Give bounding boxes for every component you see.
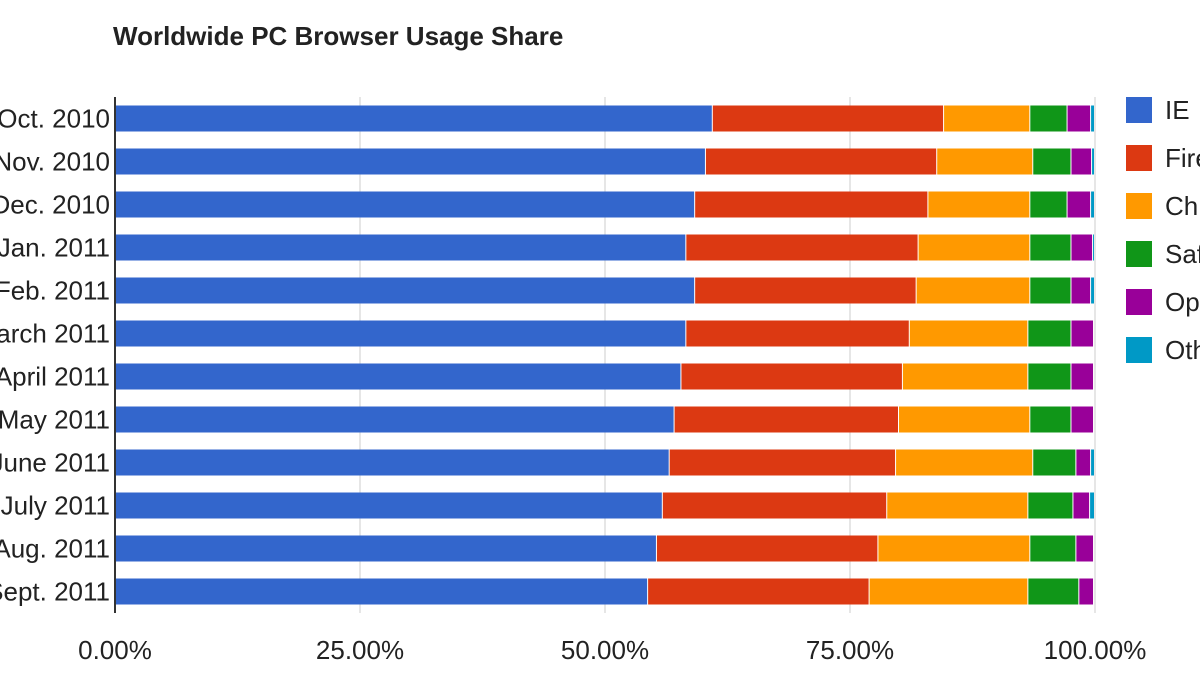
bar-segment — [115, 234, 686, 261]
x-tick-label: 75.00% — [806, 635, 894, 665]
bar-segment — [681, 363, 902, 390]
bar-segment — [1028, 578, 1079, 605]
x-tick-label: 50.00% — [561, 635, 649, 665]
bar-segment — [695, 191, 928, 218]
bar-segment — [115, 492, 662, 519]
bar-segment — [115, 406, 674, 433]
bar-segment — [896, 449, 1033, 476]
y-tick-label: Oct. 2010 — [0, 103, 110, 133]
bar-segment — [669, 449, 896, 476]
bar-segment — [115, 148, 705, 175]
legend-label: Safari — [1165, 239, 1200, 269]
bar-segment — [1028, 320, 1071, 347]
bar-segment — [1092, 148, 1094, 175]
bar-segment — [1071, 234, 1093, 261]
legend-label: Opera — [1165, 287, 1200, 317]
bar-segment — [115, 277, 695, 304]
y-tick-label: March 2011 — [0, 318, 110, 348]
legend-swatch — [1126, 97, 1152, 123]
bar-segment — [878, 535, 1030, 562]
bar-segment — [1076, 535, 1094, 562]
bar-segment — [1071, 148, 1092, 175]
bar-segment — [1076, 449, 1091, 476]
bar-segment — [1030, 277, 1071, 304]
y-tick-label: April 2011 — [0, 361, 110, 391]
bar-segment — [686, 234, 918, 261]
bar-segment — [115, 320, 686, 347]
y-tick-label: May 2011 — [0, 404, 110, 434]
bar-segment — [115, 105, 712, 132]
y-tick-label: July 2011 — [1, 490, 110, 520]
bar-segment — [1093, 234, 1094, 261]
bar-segment — [1071, 406, 1094, 433]
bar-segment — [686, 320, 909, 347]
bar-segment — [1073, 492, 1090, 519]
bar-segment — [1067, 191, 1091, 218]
legend-swatch — [1126, 289, 1152, 315]
bar-segment — [1071, 320, 1094, 347]
bar-segment — [656, 535, 878, 562]
y-tick-label: Nov. 2010 — [0, 146, 110, 176]
bar-segment — [1033, 449, 1076, 476]
chart-title: Worldwide PC Browser Usage Share — [113, 21, 563, 51]
legend-label: Chrome — [1165, 191, 1200, 221]
bar-segment — [1033, 148, 1071, 175]
y-tick-label: Sept. 2011 — [0, 576, 110, 606]
bar-segment — [1091, 277, 1094, 304]
bar-segment — [899, 406, 1030, 433]
bar-segment — [115, 363, 681, 390]
bar-segment — [1028, 492, 1073, 519]
bar-segment — [918, 234, 1030, 261]
bar-segment — [916, 277, 1030, 304]
bar-segment — [1030, 234, 1071, 261]
legend-label: Firefox — [1165, 143, 1200, 173]
bar-segment — [937, 148, 1033, 175]
bar-segment — [902, 363, 1028, 390]
bar-segment — [1028, 363, 1071, 390]
bar-segment — [1090, 492, 1094, 519]
bar-segment — [115, 191, 695, 218]
bar-segment — [1091, 191, 1094, 218]
bar-segment — [1030, 105, 1067, 132]
x-tick-label: 25.00% — [316, 635, 404, 665]
bar-segment — [1091, 449, 1094, 476]
legend-label: Other — [1165, 335, 1200, 365]
bar-segment — [1091, 105, 1094, 132]
bar-segment — [1030, 535, 1076, 562]
bar-segment — [115, 578, 648, 605]
bar-segment — [648, 578, 869, 605]
y-tick-label: Feb. 2011 — [0, 275, 110, 305]
y-tick-label: Aug. 2011 — [0, 533, 110, 563]
bar-segment — [662, 492, 887, 519]
legend-swatch — [1126, 241, 1152, 267]
bar-segment — [1030, 406, 1071, 433]
bar-segment — [887, 492, 1028, 519]
bar-segment — [674, 406, 898, 433]
bar-segment — [115, 449, 669, 476]
legend-swatch — [1126, 337, 1152, 363]
legend-swatch — [1126, 193, 1152, 219]
legend-swatch — [1126, 145, 1152, 171]
legend-label: IE — [1165, 95, 1190, 125]
bar-segment — [705, 148, 937, 175]
bar-segment — [928, 191, 1030, 218]
y-tick-label: Dec. 2010 — [0, 189, 110, 219]
bar-segment — [115, 535, 656, 562]
bar-segment — [1071, 363, 1094, 390]
x-tick-label: 100.00% — [1044, 635, 1147, 665]
bar-segment — [1030, 191, 1067, 218]
x-tick-label: 0.00% — [78, 635, 152, 665]
y-tick-label: June 2011 — [0, 447, 110, 477]
bar-segment — [944, 105, 1030, 132]
bar-segment — [1071, 277, 1091, 304]
bar-segment — [712, 105, 944, 132]
bar-segment — [1079, 578, 1094, 605]
bar-segment — [869, 578, 1028, 605]
y-tick-label: Jan. 2011 — [0, 232, 110, 262]
bar-segment — [695, 277, 916, 304]
bar-segment — [909, 320, 1028, 347]
bar-segment — [1067, 105, 1091, 132]
